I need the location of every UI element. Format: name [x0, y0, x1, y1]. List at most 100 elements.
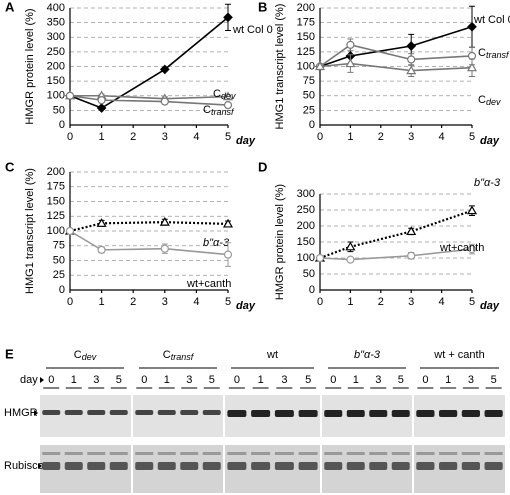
hmgr-band — [157, 410, 176, 415]
y-tick-label: 100 — [297, 60, 315, 72]
rubisco-band — [391, 462, 410, 470]
day-number: 1 — [258, 374, 264, 386]
rubisco-band-2 — [42, 452, 61, 455]
y-tick-label: 0 — [309, 284, 315, 296]
y-tick-label: 100 — [47, 225, 65, 237]
day-number: 3 — [93, 374, 99, 386]
label-main: b"α-3 — [474, 177, 501, 189]
marker — [97, 96, 106, 105]
label-sub: dev — [82, 352, 97, 362]
marker — [346, 255, 355, 264]
x-tick-label: 2 — [378, 296, 384, 308]
marker — [346, 40, 355, 49]
day-number: 0 — [141, 374, 147, 386]
rubisco-band — [298, 462, 318, 470]
label-main: wt + canth — [433, 349, 484, 361]
day-label: day — [20, 374, 38, 386]
x-tick-label: 3 — [162, 296, 168, 308]
x-axis-label: day — [480, 300, 500, 312]
x-tick-label: 2 — [130, 131, 136, 143]
hmgr-band — [461, 410, 480, 417]
x-axis-label: day — [236, 300, 256, 312]
label-main: b"α-3 — [354, 349, 381, 361]
marker — [467, 21, 477, 32]
marker — [96, 103, 107, 113]
series-line — [69, 16, 229, 109]
hmgr-band — [135, 410, 154, 415]
x-tick-label: 1 — [347, 131, 353, 143]
y-tick-label: 50 — [53, 254, 65, 266]
day-number: 5 — [209, 374, 215, 386]
rubisco-band — [202, 462, 221, 470]
label-main: C — [203, 104, 211, 116]
rubisco-band — [157, 462, 176, 470]
marker — [406, 226, 417, 236]
rubisco-band — [274, 462, 294, 470]
rubisco-band — [64, 462, 83, 470]
rubisco-band-2 — [391, 452, 410, 455]
day-number: 3 — [281, 374, 287, 386]
day-number: 3 — [186, 374, 192, 386]
rubisco-band — [135, 462, 154, 470]
y-tick-label: 75 — [53, 240, 65, 252]
y-tick-label: 125 — [297, 46, 315, 58]
y-tick-label: 400 — [47, 2, 65, 14]
panel-label: D — [258, 159, 267, 174]
rubisco-band-2 — [87, 452, 106, 455]
marker — [223, 12, 233, 23]
day-number: 0 — [234, 374, 240, 386]
hmgr-band — [87, 410, 106, 415]
day-number: 0 — [422, 374, 428, 386]
hmgr-band — [346, 410, 365, 417]
series-label: wt+canth — [186, 278, 231, 290]
x-axis-label: day — [480, 135, 500, 147]
series-label: wt Col 0 — [473, 14, 510, 26]
y-tick-label: 150 — [47, 75, 65, 87]
hmgr-band — [369, 410, 388, 417]
day-number: 3 — [468, 374, 474, 386]
hmgr-band — [324, 410, 343, 417]
marker — [65, 226, 75, 236]
x-tick-label: 5 — [469, 131, 475, 143]
rubisco-band — [324, 462, 343, 470]
hmgr-band — [439, 410, 458, 417]
rubisco-band-2 — [298, 452, 318, 455]
y-tick-label: 100 — [297, 252, 315, 264]
marker — [407, 55, 416, 64]
series-line — [69, 94, 229, 106]
y-tick-label: 300 — [47, 31, 65, 43]
x-tick-label: 1 — [99, 296, 105, 308]
hmgr-blot — [40, 395, 505, 437]
hmgr-band — [391, 410, 410, 417]
y-tick-label: 250 — [297, 204, 315, 216]
y-tick-label: 0 — [59, 119, 65, 131]
rubisco-band-2 — [274, 452, 294, 455]
day-number: 0 — [330, 374, 336, 386]
day-number: 1 — [445, 374, 451, 386]
day-number: 3 — [375, 374, 381, 386]
label-main: b"α-3 — [203, 237, 230, 249]
hmgr-band — [202, 410, 221, 415]
x-tick-label: 5 — [225, 131, 231, 143]
panel-label: B — [258, 0, 267, 14]
day-number: 1 — [164, 374, 170, 386]
marker — [222, 218, 234, 228]
label-main: wt+canth — [186, 278, 231, 290]
hmgr-band — [42, 410, 61, 415]
hmgr-band — [109, 410, 128, 415]
hmgr-band — [416, 410, 435, 417]
panel-label: C — [5, 159, 15, 174]
marker — [159, 216, 170, 226]
x-tick-label: 1 — [347, 296, 353, 308]
y-tick-label: 300 — [297, 188, 315, 200]
series-label: wt + canth — [433, 349, 484, 361]
hmgr-band — [180, 410, 199, 415]
series-line — [70, 94, 229, 100]
panel-label: E — [5, 346, 14, 361]
day-number: 5 — [491, 374, 497, 386]
y-tick-label: 50 — [303, 90, 315, 102]
series-line — [319, 209, 473, 260]
y-tick-label: 200 — [297, 2, 315, 14]
rubisco-band — [484, 462, 503, 470]
x-tick-label: 5 — [225, 296, 231, 308]
